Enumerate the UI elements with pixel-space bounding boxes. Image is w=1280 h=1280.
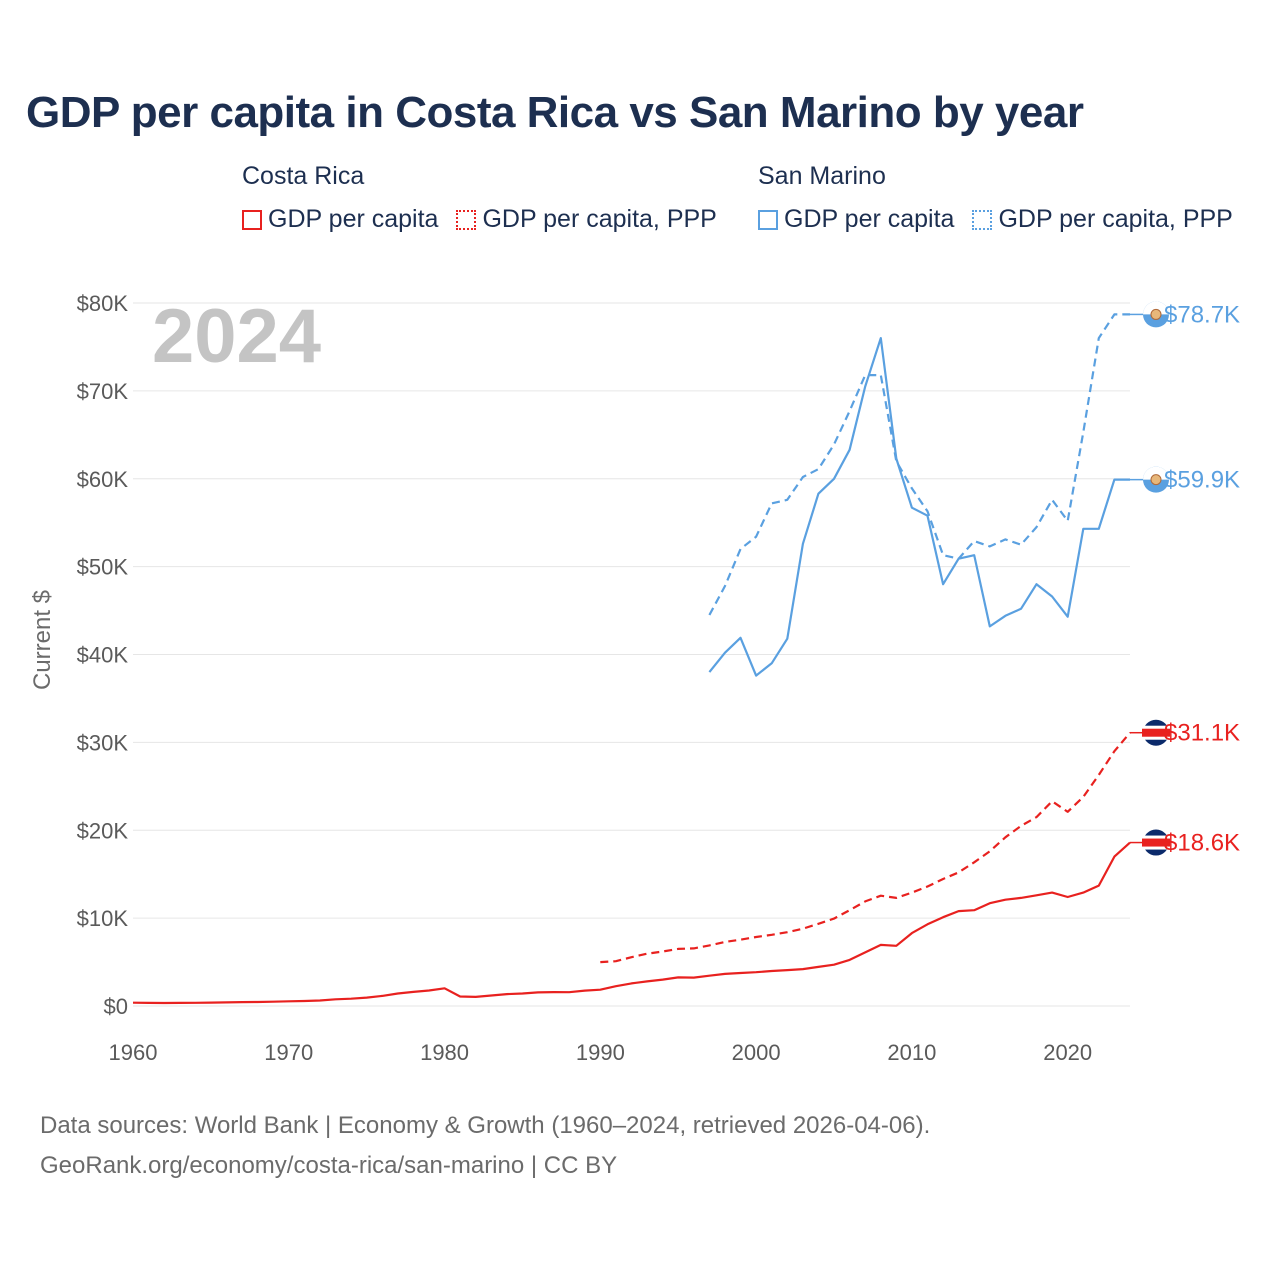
x-tick-label: 2000 xyxy=(732,1040,781,1065)
footer: Data sources: World Bank | Economy & Gro… xyxy=(40,1106,930,1186)
y-tick-label: $80K xyxy=(77,291,129,316)
y-tick-label: $30K xyxy=(77,730,129,755)
san-marino-flag-icon xyxy=(1143,466,1169,493)
y-tick-label: $40K xyxy=(77,643,129,668)
chart-title: GDP per capita in Costa Rica vs San Mari… xyxy=(26,88,1084,137)
series-line-1[interactable] xyxy=(600,731,1131,964)
legend-item-costa-rica-gdp[interactable]: GDP per capita xyxy=(242,205,438,234)
series-line-2[interactable] xyxy=(708,337,1130,677)
y-axis-ticks: $0 $10K $20K $30K $40K $50K $60K $70K $80K xyxy=(77,291,129,1019)
y-tick-label: $0 xyxy=(104,994,128,1019)
end-value-label: $18.6K xyxy=(1164,830,1240,857)
legend-label: GDP per capita, PPP xyxy=(998,205,1233,233)
x-tick-label: 1970 xyxy=(264,1040,313,1065)
y-tick-label: $50K xyxy=(77,555,129,580)
end-value-label: $78.7K xyxy=(1164,301,1240,328)
end-value-label: $59.9K xyxy=(1164,467,1240,494)
legend-item-san-marino-gdp[interactable]: GDP per capita xyxy=(758,205,954,234)
costa-rica-flag-icon xyxy=(1142,719,1170,746)
san-marino-flag-icon xyxy=(1143,301,1169,328)
y-tick-label: $20K xyxy=(77,818,129,843)
x-tick-label: 2010 xyxy=(887,1040,936,1065)
x-tick-label: 2020 xyxy=(1043,1040,1092,1065)
legend-item-san-marino-gdp-ppp[interactable]: GDP per capita, PPP xyxy=(972,205,1233,234)
year-badge: 2024 xyxy=(152,294,321,379)
footer-link[interactable]: GeoRank.org/economy/costa-rica/san-marin… xyxy=(40,1152,618,1179)
legend-group-name: San Marino xyxy=(758,162,886,190)
series-lines xyxy=(132,313,1131,1005)
x-tick-label: 1960 xyxy=(109,1040,158,1065)
grid-lines xyxy=(133,302,1130,1007)
footer-sources: Data sources: World Bank | Economy & Gro… xyxy=(40,1112,931,1139)
y-tick-label: $10K xyxy=(77,906,129,931)
y-tick-label: $60K xyxy=(77,467,129,492)
end-value-label: $31.1K xyxy=(1164,720,1240,747)
legend-group-name: Costa Rica xyxy=(242,162,365,190)
legend-swatch-dotted xyxy=(972,209,993,230)
legend-group-san-marino: San Marino GDP per capita GDP per capita… xyxy=(758,162,1251,234)
legend-swatch-solid xyxy=(758,209,778,230)
x-tick-label: 1990 xyxy=(576,1040,625,1065)
legend-label: GDP per capita xyxy=(268,205,439,233)
y-axis-label: Current $ xyxy=(29,590,56,690)
legend-label: GDP per capita xyxy=(784,205,955,233)
series-line-0[interactable] xyxy=(132,841,1131,1005)
costa-rica-flag-icon xyxy=(1142,829,1170,856)
x-tick-label: 1980 xyxy=(420,1040,469,1065)
legend-item-costa-rica-gdp-ppp[interactable]: GDP per capita, PPP xyxy=(456,205,717,234)
legend-group-costa-rica: Costa Rica GDP per capita GDP per capita… xyxy=(242,162,735,234)
series-line-3[interactable] xyxy=(708,313,1130,616)
end-labels: $18.6K $31.1K $59.9K $78.7K xyxy=(1130,301,1240,857)
y-tick-label: $70K xyxy=(77,379,129,404)
legend-swatch-dotted xyxy=(456,209,477,230)
legend-label: GDP per capita, PPP xyxy=(482,205,717,233)
legend-swatch-solid xyxy=(242,209,262,230)
x-axis-ticks: 1960 1970 1980 1990 2000 2010 2020 xyxy=(109,1040,1093,1065)
